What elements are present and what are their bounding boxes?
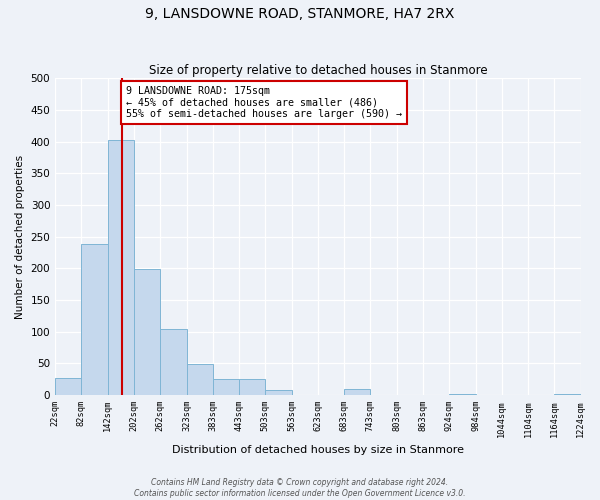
Bar bbox=[55, 378, 82, 395]
Bar bbox=[554, 394, 581, 395]
Bar bbox=[160, 328, 187, 395]
Text: 9, LANSDOWNE ROAD, STANMORE, HA7 2RX: 9, LANSDOWNE ROAD, STANMORE, HA7 2RX bbox=[145, 8, 455, 22]
Bar bbox=[213, 379, 239, 395]
Text: Contains HM Land Registry data © Crown copyright and database right 2024.
Contai: Contains HM Land Registry data © Crown c… bbox=[134, 478, 466, 498]
Bar bbox=[344, 388, 370, 395]
Bar bbox=[265, 390, 292, 395]
Text: 9 LANSDOWNE ROAD: 175sqm
← 45% of detached houses are smaller (486)
55% of semi-: 9 LANSDOWNE ROAD: 175sqm ← 45% of detach… bbox=[125, 86, 401, 119]
Title: Size of property relative to detached houses in Stanmore: Size of property relative to detached ho… bbox=[149, 64, 487, 77]
Bar bbox=[239, 379, 265, 395]
Bar bbox=[187, 364, 213, 395]
X-axis label: Distribution of detached houses by size in Stanmore: Distribution of detached houses by size … bbox=[172, 445, 464, 455]
Bar bbox=[449, 394, 476, 395]
Bar bbox=[107, 140, 134, 395]
Bar bbox=[134, 269, 160, 395]
Y-axis label: Number of detached properties: Number of detached properties bbox=[15, 154, 25, 318]
Bar bbox=[82, 244, 107, 395]
